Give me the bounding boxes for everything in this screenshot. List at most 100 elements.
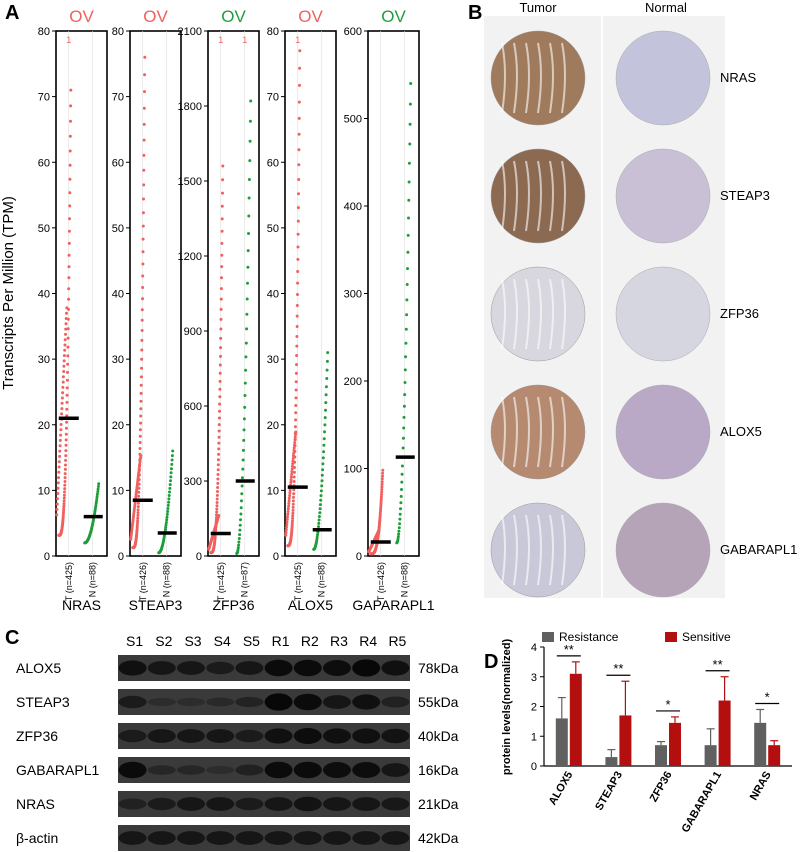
panel-b-label: B — [468, 2, 483, 24]
normal-point — [249, 99, 253, 103]
band — [118, 660, 147, 676]
normal-point — [399, 507, 402, 511]
band — [206, 697, 235, 707]
tissue-texture — [525, 514, 530, 586]
tumor-point — [294, 396, 298, 400]
tumor-point — [296, 219, 300, 223]
tumor-point — [289, 478, 293, 482]
y-tick-label: 0 — [44, 551, 50, 563]
band — [206, 661, 235, 675]
band — [322, 695, 352, 709]
band — [381, 696, 410, 708]
band — [264, 659, 293, 677]
normal-point — [318, 507, 322, 511]
band — [381, 763, 410, 777]
panel-a-scatter-plots: Transcripts Per Million (TPM)01020304050… — [0, 7, 435, 613]
tumor-point — [65, 400, 69, 404]
tumor-point — [64, 432, 68, 436]
tumor-point — [139, 399, 143, 403]
normal-point — [96, 490, 100, 494]
y-tick-label: 40 — [38, 289, 50, 301]
tumor-point — [216, 486, 220, 489]
normal-core-gabarapl1 — [615, 502, 711, 598]
tumor-point — [62, 359, 66, 363]
tumor-point — [65, 306, 69, 310]
normal-point — [237, 543, 241, 547]
tumor-point — [294, 380, 298, 384]
normal-point — [239, 518, 242, 522]
normal-point — [170, 454, 174, 458]
column-header-tumor: Tumor — [519, 0, 557, 15]
tumor-point — [64, 449, 68, 453]
tumor-point — [219, 346, 223, 350]
tissue-texture — [537, 396, 542, 468]
tumor-point — [291, 459, 295, 463]
y-tick-label: 50 — [38, 223, 50, 235]
lane-label: S5 — [243, 633, 260, 649]
normal-point — [319, 489, 323, 493]
panel-c-label: C — [5, 627, 20, 649]
x-label-normal: N (n=88) — [88, 562, 98, 597]
band — [352, 728, 381, 744]
tissue-texture — [501, 514, 506, 586]
tumor-point — [130, 529, 134, 533]
band — [381, 831, 410, 845]
tumor-point — [291, 508, 295, 512]
normal-point — [96, 487, 100, 491]
tumor-point — [284, 533, 288, 537]
tumor-point — [58, 454, 62, 458]
plot-title: OV — [143, 7, 168, 26]
tumor-point — [379, 495, 383, 499]
tumor-point — [291, 519, 294, 523]
y-tick-label: 60 — [112, 157, 124, 169]
band — [293, 761, 322, 779]
normal-point — [237, 540, 241, 544]
normal-point — [240, 484, 244, 488]
y-tick-label: 30 — [112, 354, 124, 366]
band — [147, 797, 176, 811]
normal-point — [236, 546, 240, 550]
marker-label: 1 — [242, 35, 247, 45]
tumor-point — [295, 304, 299, 307]
normal-point — [240, 492, 244, 496]
normal-point — [405, 298, 409, 302]
lane-label: S3 — [184, 633, 201, 649]
tumor-point — [68, 134, 72, 138]
tumor-point — [218, 402, 222, 406]
tissue-texture — [561, 42, 566, 114]
tumor-point — [294, 388, 298, 392]
tumor-point — [285, 517, 289, 521]
tumor-point — [139, 421, 143, 425]
tumor-point — [298, 49, 302, 53]
tumor-point — [63, 490, 66, 494]
normal-point — [322, 443, 326, 447]
tumor-point — [218, 371, 222, 375]
band — [118, 831, 147, 845]
tumor-point — [141, 262, 145, 266]
category-label: ALOX5 — [547, 770, 576, 808]
tumor-point — [65, 378, 69, 382]
tumor-point — [216, 477, 220, 481]
normal-point — [241, 448, 245, 452]
lane-label: R3 — [330, 633, 348, 649]
plot-frame — [207, 30, 260, 557]
normal-point — [402, 404, 406, 408]
band — [176, 797, 206, 811]
band — [176, 661, 206, 675]
lane-label: S1 — [126, 633, 143, 649]
y-tick-label: 600 — [344, 26, 362, 38]
normal-point — [397, 532, 401, 536]
tumor-point — [215, 497, 219, 501]
tumor-point — [63, 338, 67, 342]
tumor-point — [284, 528, 288, 532]
tumor-point — [66, 345, 70, 349]
normal-point — [323, 423, 327, 427]
tumor-point — [216, 463, 220, 467]
tumor-point — [134, 490, 138, 494]
normal-point — [166, 510, 170, 513]
normal-point — [241, 467, 245, 471]
y-tick-label: 80 — [267, 26, 279, 38]
tumor-point — [295, 325, 299, 328]
band — [352, 762, 381, 778]
tumor-point — [66, 370, 69, 374]
